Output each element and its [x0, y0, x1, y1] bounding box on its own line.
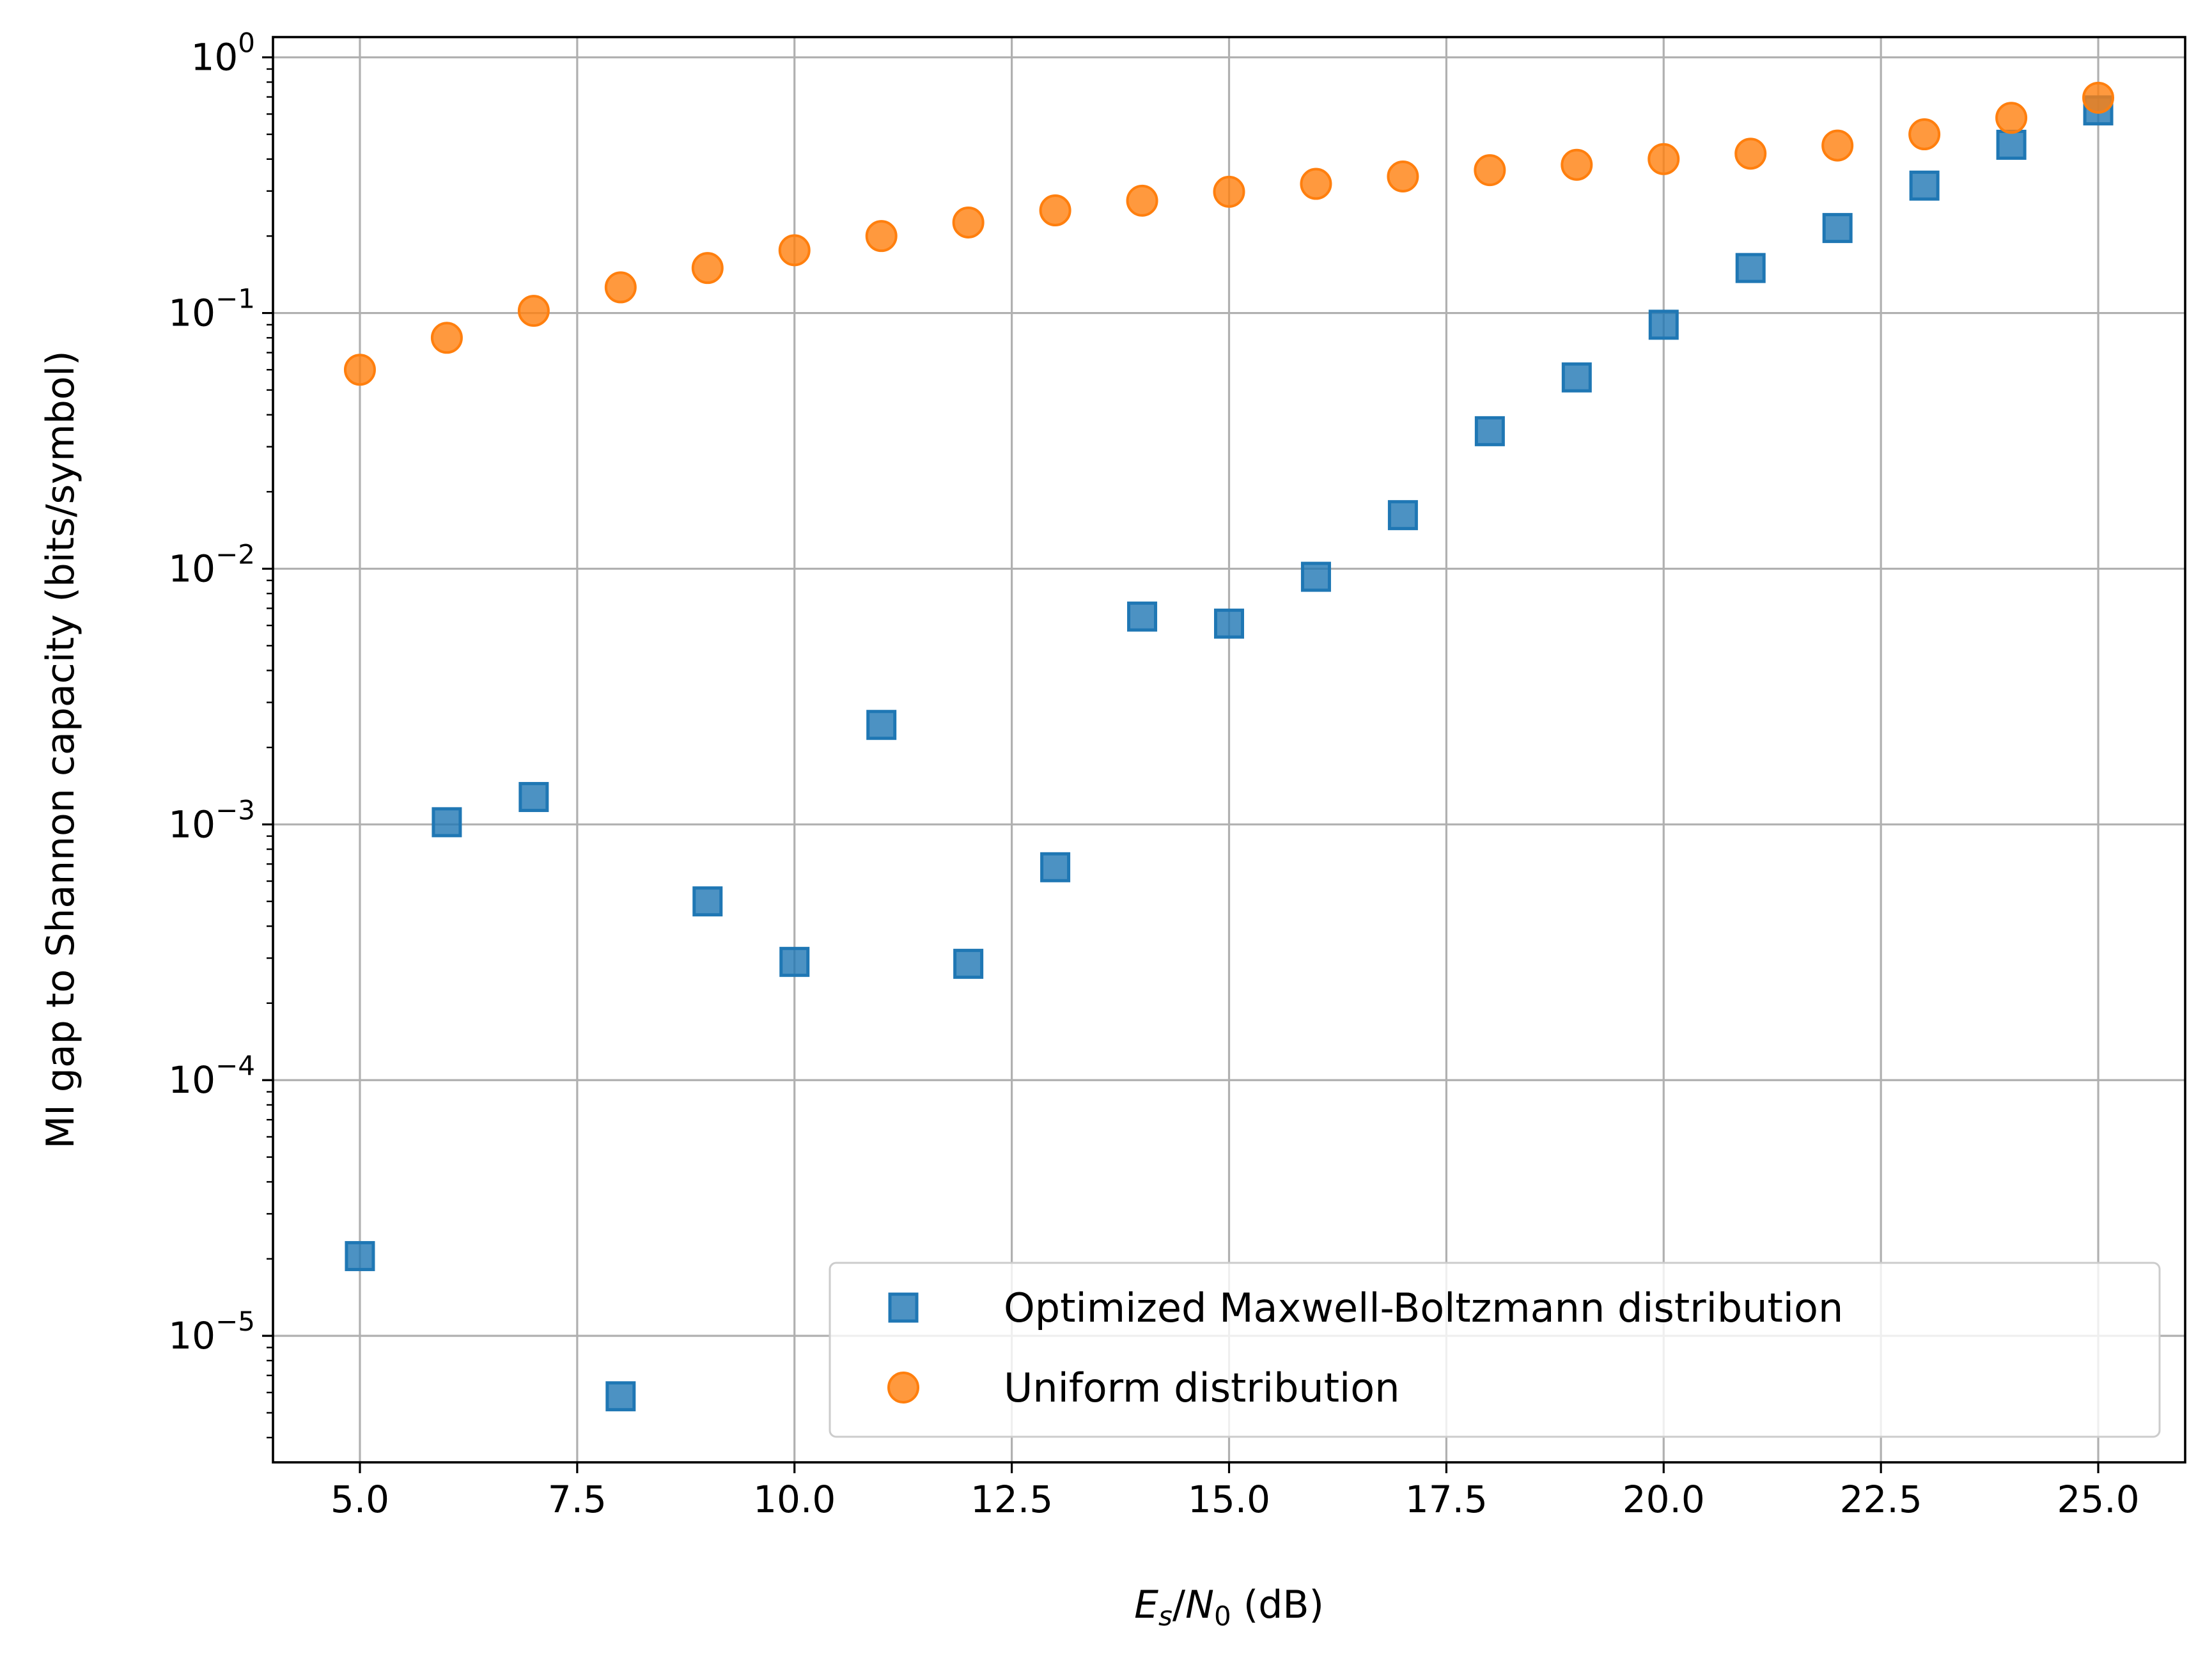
uniform-marker — [2082, 81, 2115, 114]
uniform-marker — [1821, 129, 1854, 162]
y-tick-label-exponent: −1 — [215, 283, 255, 315]
x-axis-label-e: E — [1134, 1583, 1158, 1627]
legend: Optimized Maxwell-Boltzmann distribution… — [829, 1262, 2161, 1438]
y-tick-label: 10−1 — [168, 283, 255, 335]
x-tick-label: 15.0 — [1188, 1478, 1270, 1521]
mb-marker — [1214, 608, 1244, 639]
uniform-marker — [952, 206, 985, 239]
uniform-marker — [1561, 148, 1593, 181]
y-tick-label-exponent: −2 — [215, 538, 255, 570]
y-tick-label-exponent: −5 — [215, 1306, 255, 1337]
uniform-marker — [1387, 160, 1419, 193]
mb-marker — [1300, 561, 1331, 592]
uniform-marker — [1908, 118, 1941, 151]
x-tick-label: 7.5 — [548, 1478, 607, 1521]
mb-marker — [1909, 170, 1940, 201]
legend-box — [829, 1262, 2161, 1438]
legend-marker-circle — [887, 1372, 919, 1404]
mb-marker — [1387, 500, 1418, 531]
y-tick-label-base: 10 — [191, 36, 238, 79]
uniform-marker — [1474, 154, 1506, 187]
mb-marker — [1474, 416, 1505, 446]
mb-marker — [1996, 129, 2027, 160]
y-tick-label: 10−3 — [168, 794, 255, 846]
legend-marker-square — [888, 1292, 919, 1323]
y-tick-label: 10−2 — [168, 538, 255, 590]
uniform-marker — [430, 322, 463, 354]
mb-marker — [866, 710, 897, 740]
uniform-marker — [1126, 184, 1158, 217]
mb-marker — [1822, 213, 1853, 244]
uniform-marker — [778, 234, 811, 267]
y-tick-label-exponent: −3 — [215, 794, 255, 825]
uniform-marker — [1213, 175, 1245, 208]
y-tick-label: 10−5 — [168, 1306, 255, 1357]
plot-frame — [272, 36, 2186, 1464]
uniform-marker — [865, 220, 898, 253]
y-tick-label: 10−4 — [168, 1050, 255, 1102]
uniform-marker — [1039, 194, 1071, 227]
data-markers — [343, 81, 2115, 1412]
y-tick-label-base: 10 — [168, 802, 215, 846]
x-axis-label-unit: (dB) — [1231, 1583, 1324, 1627]
x-tick-label: 25.0 — [2057, 1478, 2139, 1521]
uniform-marker — [517, 295, 550, 327]
uniform-marker — [343, 354, 376, 386]
mb-marker — [1040, 852, 1071, 882]
mb-marker — [692, 886, 723, 917]
x-tick-label: 12.5 — [970, 1478, 1053, 1521]
mb-marker — [1561, 362, 1592, 393]
x-tick-label: 20.0 — [1623, 1478, 1705, 1521]
legend-label-mb: Optimized Maxwell-Boltzmann distribution — [1004, 1285, 1843, 1331]
mb-marker — [605, 1381, 636, 1412]
x-tick-label: 5.0 — [331, 1478, 389, 1521]
mb-marker — [432, 807, 462, 838]
mb-marker — [1735, 253, 1766, 283]
y-tick-label-base: 10 — [168, 1058, 215, 1102]
uniform-marker — [1734, 137, 1767, 170]
y-tick-label-base: 10 — [168, 1314, 215, 1357]
legend-label-uniform: Uniform distribution — [1004, 1365, 1400, 1411]
x-axis-label-s: s — [1158, 1600, 1172, 1632]
x-tick-label: 17.5 — [1405, 1478, 1488, 1521]
uniform-marker — [1300, 168, 1332, 200]
y-tick-label-exponent: 0 — [238, 27, 255, 59]
x-tick-label: 10.0 — [753, 1478, 836, 1521]
mb-marker — [345, 1240, 375, 1271]
mb-marker — [1127, 601, 1158, 632]
mb-marker — [1648, 309, 1679, 340]
x-axis-label-n: N — [1185, 1583, 1214, 1627]
x-tick-label: 22.5 — [1840, 1478, 1922, 1521]
mb-marker — [779, 946, 810, 977]
x-axis-label-slash: / — [1172, 1583, 1186, 1627]
mb-marker — [518, 781, 549, 812]
uniform-marker — [691, 252, 724, 285]
y-tick-label-base: 10 — [168, 547, 215, 590]
uniform-marker — [1995, 102, 2028, 134]
y-tick-label-exponent: −4 — [215, 1050, 255, 1081]
x-axis-label-zero: 0 — [1214, 1600, 1231, 1632]
y-tick-label-base: 10 — [168, 292, 215, 335]
uniform-marker — [1647, 143, 1680, 175]
mb-marker — [953, 948, 984, 979]
x-axis-label: Es/N0 (dB) — [1134, 1583, 1324, 1632]
y-tick-label: 100 — [191, 27, 255, 79]
y-axis-label: MI gap to Shannon capacity (bits/symbol) — [38, 350, 83, 1148]
uniform-marker — [604, 271, 637, 304]
